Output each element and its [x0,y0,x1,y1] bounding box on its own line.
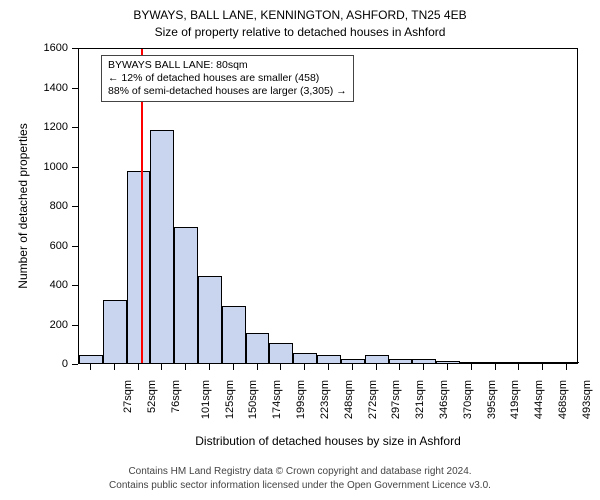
chart-container: BYWAYS, BALL LANE, KENNINGTON, ASHFORD, … [0,0,600,500]
plot-area: BYWAYS BALL LANE: 80sqm ← 12% of detache… [78,48,578,364]
histogram-bar [531,362,555,363]
xtick-label: 27sqm [122,380,134,413]
xtick-label: 174sqm [271,380,283,419]
xtick-mark [138,364,139,370]
legend-line3: 88% of semi-detached houses are larger (… [108,85,347,98]
legend-box: BYWAYS BALL LANE: 80sqm ← 12% of detache… [101,55,354,102]
histogram-bar [174,227,198,363]
footer-line1: Contains HM Land Registry data © Crown c… [0,466,600,477]
xtick-mark [399,364,400,370]
histogram-bar [317,355,341,363]
histogram-bar [389,359,413,363]
xtick-label: 468sqm [557,380,569,419]
xtick-label: 125sqm [224,380,236,419]
xtick-mark [566,364,567,370]
xtick-mark [257,364,258,370]
histogram-bar [293,353,317,363]
histogram-bar [412,359,436,363]
xtick-mark [304,364,305,370]
histogram-bar [460,362,484,363]
xtick-mark [185,364,186,370]
xtick-mark [328,364,329,370]
xtick-mark [233,364,234,370]
xtick-label: 419sqm [509,380,521,419]
ytick-label: 600 [0,240,68,252]
xtick-label: 346sqm [438,380,450,419]
histogram-bar [269,343,293,363]
xtick-label: 444sqm [533,380,545,419]
y-axis-label: Number of detached properties [16,123,30,288]
ytick-label: 800 [0,200,68,212]
ytick-label: 1600 [0,42,68,54]
histogram-bar [484,362,508,363]
histogram-bar [341,359,365,363]
ytick-mark [72,167,78,168]
xtick-label: 150sqm [248,380,260,419]
histogram-bar [436,361,460,363]
x-axis-label: Distribution of detached houses by size … [78,434,578,448]
histogram-bar [198,276,222,363]
xtick-mark [447,364,448,370]
xtick-mark [90,364,91,370]
histogram-bar [103,300,127,363]
legend-line2: ← 12% of detached houses are smaller (45… [108,72,347,85]
ytick-mark [72,246,78,247]
ytick-label: 1000 [0,161,68,173]
ytick-mark [72,325,78,326]
xtick-label: 223sqm [319,380,331,419]
xtick-mark [352,364,353,370]
histogram-bar [555,362,579,363]
histogram-bar [508,362,532,363]
ytick-label: 200 [0,319,68,331]
ytick-mark [72,364,78,365]
histogram-bar [365,355,389,363]
histogram-bar [127,171,151,363]
chart-title-line1: BYWAYS, BALL LANE, KENNINGTON, ASHFORD, … [0,8,600,23]
histogram-bar [150,130,174,363]
ytick-mark [72,127,78,128]
xtick-label: 272sqm [367,380,379,419]
xtick-label: 248sqm [343,380,355,419]
xtick-label: 321sqm [414,380,426,419]
xtick-mark [471,364,472,370]
xtick-label: 297sqm [390,380,402,419]
ytick-mark [72,206,78,207]
xtick-mark [209,364,210,370]
xtick-mark [495,364,496,370]
xtick-label: 199sqm [295,380,307,419]
legend-line1: BYWAYS BALL LANE: 80sqm [108,59,347,72]
ytick-mark [72,48,78,49]
ytick-label: 1200 [0,121,68,133]
xtick-label: 76sqm [170,380,182,413]
histogram-bar [246,333,270,363]
xtick-label: 395sqm [486,380,498,419]
xtick-mark [423,364,424,370]
ytick-label: 0 [0,358,68,370]
xtick-mark [376,364,377,370]
xtick-mark [114,364,115,370]
xtick-label: 52sqm [146,380,158,413]
ytick-label: 1400 [0,82,68,94]
ytick-label: 400 [0,279,68,291]
xtick-label: 101sqm [200,380,212,419]
ytick-mark [72,285,78,286]
histogram-bar [222,306,246,363]
footer-line2: Contains public sector information licen… [0,480,600,491]
xtick-mark [542,364,543,370]
ytick-mark [72,88,78,89]
chart-title-line2: Size of property relative to detached ho… [0,25,600,40]
histogram-bar [79,355,103,363]
xtick-label: 370sqm [462,380,474,419]
xtick-mark [518,364,519,370]
xtick-label: 493sqm [581,380,593,419]
xtick-mark [161,364,162,370]
xtick-mark [280,364,281,370]
